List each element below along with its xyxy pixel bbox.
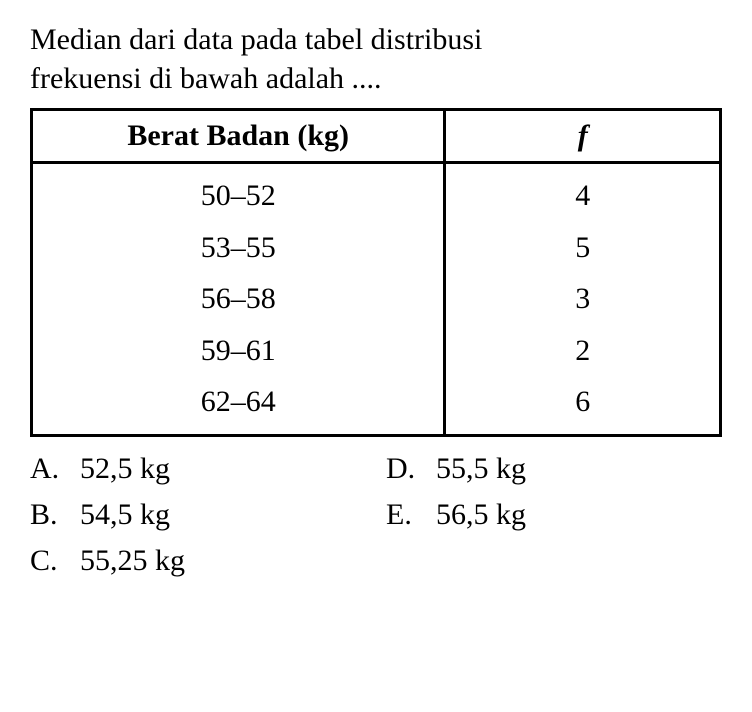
table-cell-freq: 4 [445,163,721,222]
option-c-text: 55,25 kg [80,544,185,578]
table-cell-range: 50–52 [32,163,445,222]
table-row: 59–61 2 [32,325,721,377]
table-row: 62–64 6 [32,376,721,435]
option-b[interactable]: B. 54,5 kg [30,498,366,532]
option-a-text: 52,5 kg [80,452,170,486]
table-header-col1: Berat Badan (kg) [32,110,445,163]
question-line2: frekuensi di bawah adalah .... [30,62,382,95]
option-a-label: A. [30,452,80,486]
table-cell-freq: 3 [445,273,721,325]
option-a[interactable]: A. 52,5 kg [30,452,366,486]
table-row: 50–52 4 [32,163,721,222]
table-cell-freq: 5 [445,222,721,274]
option-b-text: 54,5 kg [80,498,170,532]
option-c-label: C. [30,544,80,578]
option-c[interactable]: C. 55,25 kg [30,544,366,578]
option-b-label: B. [30,498,80,532]
table-row: 56–58 3 [32,273,721,325]
table-cell-range: 53–55 [32,222,445,274]
table-row: 53–55 5 [32,222,721,274]
option-d[interactable]: D. 55,5 kg [386,452,722,486]
option-e-text: 56,5 kg [436,498,526,532]
table-cell-freq: 6 [445,376,721,435]
table-header-row: Berat Badan (kg) f [32,110,721,163]
option-d-text: 55,5 kg [436,452,526,486]
table-cell-freq: 2 [445,325,721,377]
option-e-label: E. [386,498,436,532]
frequency-table: Berat Badan (kg) f 50–52 4 53–55 5 56–58… [30,108,722,437]
question-line1: Median dari data pada tabel distribusi [30,23,482,56]
table-cell-range: 62–64 [32,376,445,435]
option-e[interactable]: E. 56,5 kg [386,498,722,532]
table-cell-range: 56–58 [32,273,445,325]
option-d-label: D. [386,452,436,486]
answer-options: A. 52,5 kg D. 55,5 kg B. 54,5 kg E. 56,5… [30,452,722,578]
question-text: Median dari data pada tabel distribusi f… [30,20,722,98]
table-cell-range: 59–61 [32,325,445,377]
table-header-col2: f [445,110,721,163]
